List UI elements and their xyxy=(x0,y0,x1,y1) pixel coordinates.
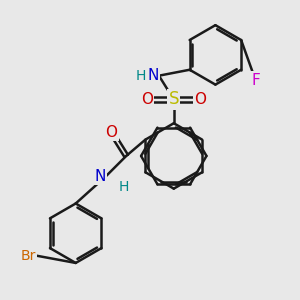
Text: H: H xyxy=(135,69,146,83)
Text: H: H xyxy=(119,180,129,194)
Text: Br: Br xyxy=(20,248,36,262)
Text: O: O xyxy=(105,125,117,140)
Text: N: N xyxy=(94,169,105,184)
Text: O: O xyxy=(141,92,153,107)
Text: F: F xyxy=(251,73,260,88)
Text: O: O xyxy=(194,92,206,107)
Text: S: S xyxy=(169,91,179,109)
Text: N: N xyxy=(148,68,159,83)
